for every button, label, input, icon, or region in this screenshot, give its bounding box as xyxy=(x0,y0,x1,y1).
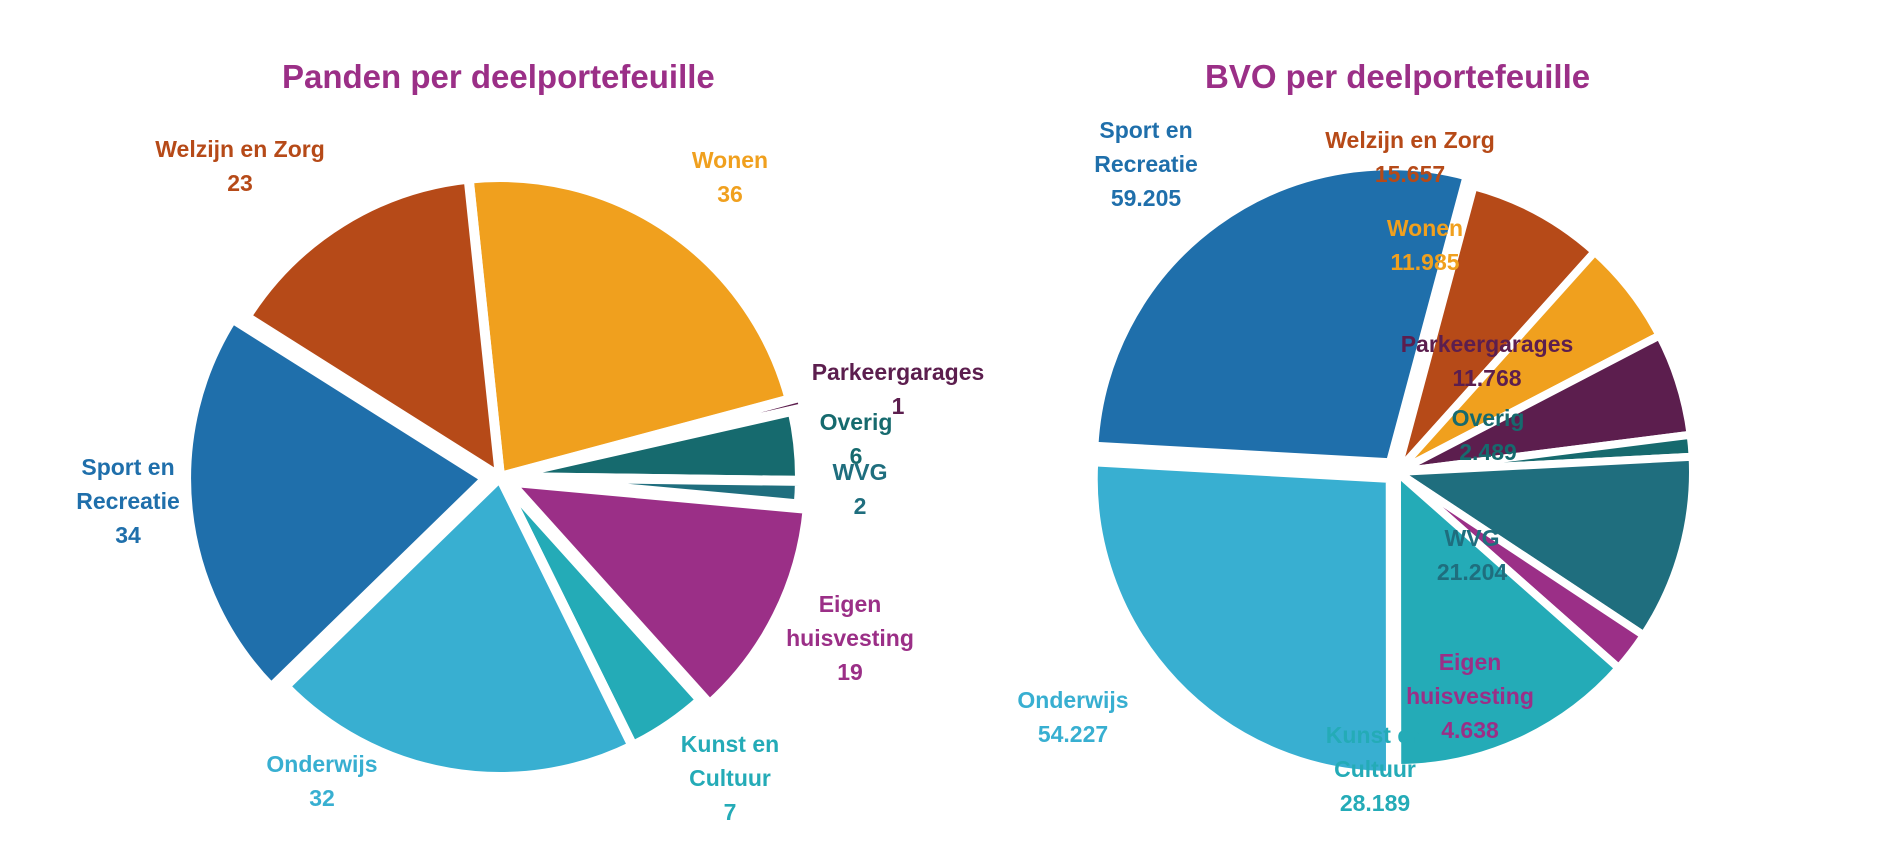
pie-slice-wvg xyxy=(1393,452,1697,640)
data-label-wvg: WVG 2 xyxy=(833,459,888,519)
pie-slice-sport-en-recreatie xyxy=(181,313,492,693)
chart-title-bvo: BVO per deelportefeuille xyxy=(1205,58,1591,95)
data-label-sport-en-recreatie: Sport en Recreatie 34 xyxy=(76,454,180,548)
data-label-wonen: Wonen 11.985 xyxy=(1387,215,1463,275)
pie-slice-wonen xyxy=(463,172,795,482)
pie-slice-welzijn-en-zorg xyxy=(241,173,505,482)
data-label-overig: Overig 2.489 xyxy=(1452,405,1525,465)
pie-chart-panden: Panden per deelportefeuille Wonen 36 Parke… xyxy=(76,58,985,825)
pie-slice-kunst-en-cultuur xyxy=(1393,468,1623,772)
pie-bvo-svg: Welzijn en Zorg 15.657 Wonen 11.985 Parkeerg… xyxy=(1017,117,1697,816)
data-label-onderwijs: Onderwijs 32 xyxy=(266,751,377,811)
pie-slice-onderwijs xyxy=(280,472,638,782)
pie-slice-onderwijs xyxy=(1089,458,1394,779)
data-label-eigen-huisvesting: Eigen huisvesting 4.638 xyxy=(1406,649,1534,743)
data-label-onderwijs: Onderwijs 54.227 xyxy=(1017,687,1128,747)
data-label-overig: Overig 6 xyxy=(820,409,893,469)
data-label-welzijn-en-zorg: Welzijn en Zorg 23 xyxy=(155,136,325,196)
data-label-parkeergarages: Parkeergarages 1 xyxy=(812,359,985,419)
data-label-kunst-en-cultuur: Kunst en Cultuur 7 xyxy=(681,731,779,825)
data-label-wonen: Wonen 36 xyxy=(692,147,768,207)
pie-chart-bvo: BVO per deelportefeuille Welzijn en Zorg… xyxy=(990,0,1902,857)
data-label-welzijn-en-zorg: Welzijn en Zorg 15.657 xyxy=(1325,127,1495,187)
data-label-sport-en-recreatie: Sport en Recreatie 59.205 xyxy=(1094,117,1198,211)
pie-slice-welzijn-en-zorg xyxy=(1393,182,1599,476)
data-label-eigen-huisvesting: Eigen huisvesting 19 xyxy=(786,591,914,685)
data-label-parkeergarages: Parkeergarages 11.768 xyxy=(1401,331,1574,391)
pie-slice-eigen-huisvesting xyxy=(503,476,813,710)
pie-slice-sport-en-recreatie xyxy=(1090,162,1471,467)
data-label-wvg: WVG 21.204 xyxy=(1437,525,1508,585)
chart-title-panden: Panden per deelportefeuille xyxy=(282,58,715,95)
data-label-kunst-en-cultuur: Kunst en Cultuur 28.189 xyxy=(1326,722,1424,816)
